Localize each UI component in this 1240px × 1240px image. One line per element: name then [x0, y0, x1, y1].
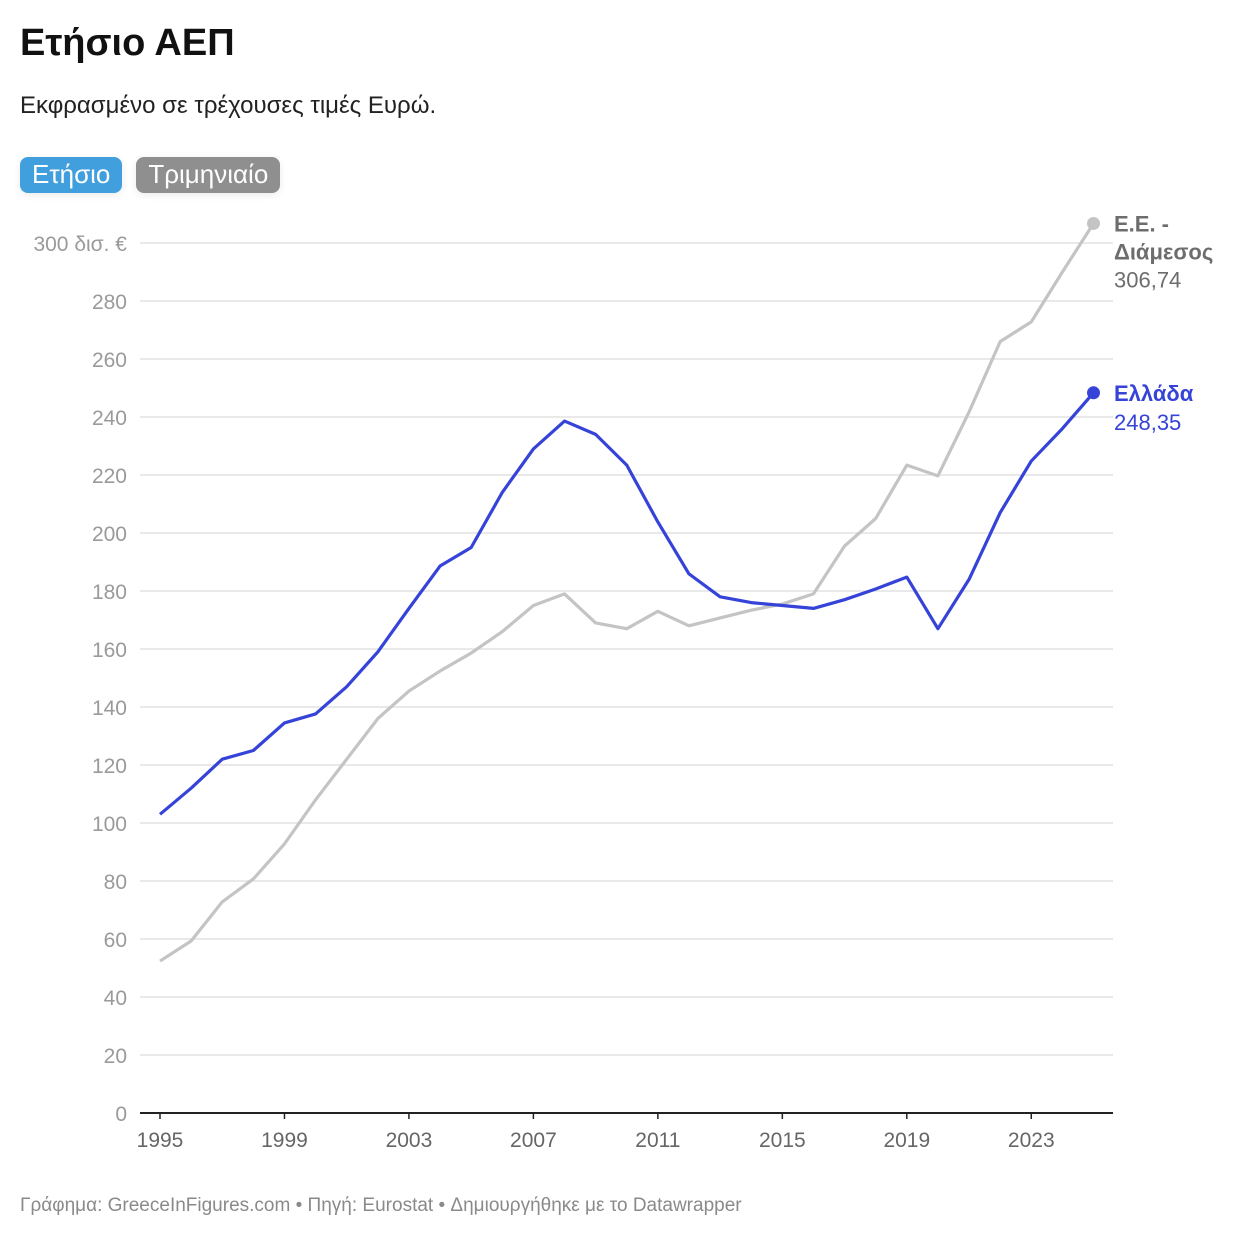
chart-footer: Γράφημα: GreeceInFigures.com • Πηγή: Eur… — [20, 1195, 742, 1216]
y-tick-label: 220 — [92, 465, 127, 488]
y-tick-label: 180 — [92, 581, 127, 604]
chart-title: Ετήσιο ΑΕΠ — [20, 22, 235, 64]
y-tick-label: 100 — [92, 813, 127, 836]
x-tick-label: 2003 — [386, 1129, 433, 1152]
y-tick-label: 120 — [92, 755, 127, 778]
series-label-greece: Ελλάδα — [1114, 381, 1194, 406]
y-tick-label: 40 — [104, 987, 127, 1010]
x-tick-label: 1999 — [261, 1129, 308, 1152]
series-label-eu-median-line2: Διάμεσος — [1114, 239, 1213, 264]
series-end-point — [1087, 216, 1100, 230]
y-tick-label: 300 δισ. € — [33, 233, 127, 256]
y-tick-label: 80 — [104, 871, 127, 894]
toggle-annual-button[interactable]: Ετήσιο — [20, 157, 123, 193]
x-tick-label: 2015 — [759, 1129, 806, 1152]
x-tick-label: 2019 — [883, 1129, 930, 1152]
y-tick-label: 260 — [92, 349, 127, 372]
y-tick-label: 0 — [115, 1103, 127, 1126]
period-toggle: Ετήσιο Τριμηνιαίο — [20, 157, 281, 193]
x-tick-label: 1995 — [137, 1129, 184, 1152]
y-tick-label: 240 — [92, 407, 127, 430]
y-tick-label: 200 — [92, 523, 127, 546]
series-line-greece — [158, 391, 1095, 816]
series-value-greece: 248,35 — [1114, 410, 1181, 435]
y-tick-label: 160 — [92, 639, 127, 662]
y-tick-label: 280 — [92, 291, 127, 314]
series-line-eu-median — [159, 222, 1095, 963]
x-tick-label: 2007 — [510, 1129, 557, 1152]
x-tick-label: 2023 — [1008, 1129, 1055, 1152]
chart-subtitle: Εκφρασμένο σε τρέχουσες τιμές Ευρώ. — [20, 92, 437, 119]
series-label-eu-median-line1: Ε.Ε. - — [1114, 211, 1169, 236]
y-tick-label: 20 — [104, 1045, 127, 1068]
series-end-point — [1087, 386, 1100, 400]
toggle-quarterly-button[interactable]: Τριμηνιαίο — [136, 157, 281, 193]
y-tick-label: 140 — [92, 697, 127, 720]
y-tick-label: 60 — [104, 929, 127, 952]
series-value-eu-median: 306,74 — [1114, 267, 1181, 292]
x-tick-label: 2011 — [635, 1129, 680, 1152]
